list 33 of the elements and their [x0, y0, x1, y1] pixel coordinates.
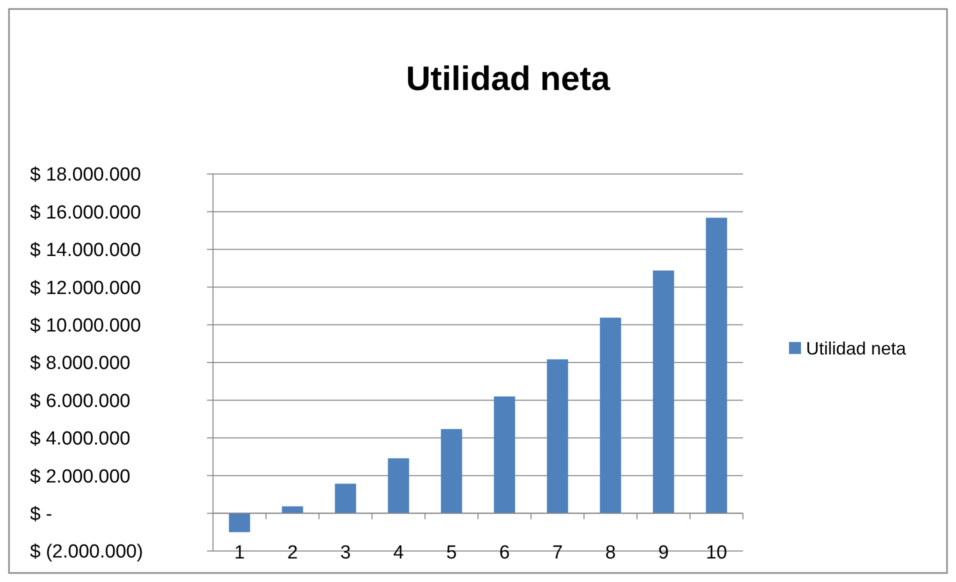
chart-title: Utilidad neta: [406, 60, 612, 98]
x-tick-label: 1: [234, 542, 245, 564]
x-tick-label: 8: [605, 542, 616, 564]
y-tick-label: $ 10.000.000: [30, 315, 141, 336]
bar: [282, 506, 304, 514]
y-tick-label: $ 8.000.000: [30, 353, 130, 374]
y-tick-label: $ 2.000.000: [30, 466, 130, 488]
bar: [388, 458, 410, 514]
bar: [440, 429, 462, 514]
bar: [494, 396, 516, 514]
x-tick-label: 4: [393, 542, 404, 564]
bar: [546, 359, 568, 514]
x-tick-label: 5: [446, 542, 457, 564]
legend-label: Utilidad neta: [806, 338, 908, 358]
y-tick-label: $ 6.000.000: [30, 390, 130, 412]
x-tick-label: 6: [499, 542, 510, 564]
bar: [652, 270, 674, 514]
x-tick-label: 2: [287, 542, 298, 564]
x-tick-label: 7: [552, 542, 563, 564]
y-tick-label: $ 12.000.000: [30, 278, 141, 299]
x-tick-label: 3: [340, 542, 351, 564]
bar: [228, 513, 250, 532]
x-tick-label: 9: [658, 542, 669, 564]
x-tick-label: 10: [706, 542, 728, 564]
bar: [706, 218, 728, 514]
y-tick-label: $ (2.000.000): [30, 542, 144, 563]
bar: [334, 484, 356, 514]
y-tick-label: $ 16.000.000: [30, 202, 141, 224]
y-tick-label: $ 14.000.000: [30, 240, 141, 262]
y-tick-label: $ 4.000.000: [30, 428, 130, 450]
y-tick-label: $ 18.000.000: [30, 164, 141, 186]
y-tick-label: $ -: [30, 504, 52, 525]
bar: [600, 318, 622, 514]
